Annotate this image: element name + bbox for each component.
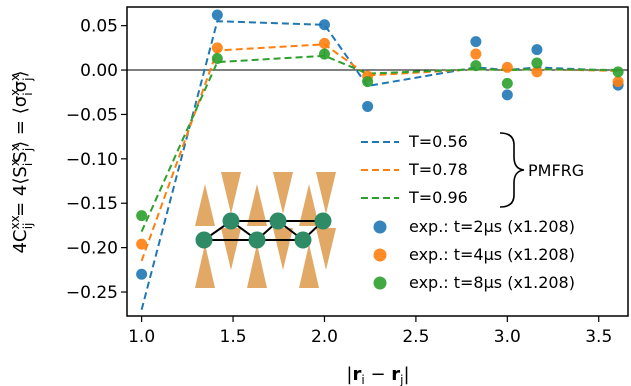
y-tick-label: 0.00 <box>80 61 118 81</box>
triangle-down-top <box>316 172 336 214</box>
data-point <box>470 36 482 48</box>
legend-entry-label: exp.: t=8µs (x1.208) <box>409 273 575 292</box>
data-point <box>501 77 513 89</box>
triangle-down-top <box>273 172 293 214</box>
data-point <box>501 61 513 73</box>
data-point <box>211 53 223 64</box>
triangle-up-top <box>195 184 215 226</box>
legend-entry-label: T=0.56 <box>408 132 468 151</box>
data-point <box>470 48 482 60</box>
data-point <box>136 210 148 222</box>
data-point <box>211 42 223 54</box>
data-point <box>211 9 223 21</box>
y-tick-label: −0.25 <box>66 283 118 303</box>
data-point <box>531 44 543 56</box>
experiment-points <box>136 9 624 280</box>
data-point <box>612 66 624 78</box>
data-point <box>136 238 148 250</box>
triangle-down-bottom <box>316 228 336 270</box>
lattice-site <box>314 212 332 230</box>
legend-point-swatch <box>373 276 387 290</box>
x-tick-label: 3.0 <box>494 327 521 347</box>
y-tick-label: −0.10 <box>66 150 118 170</box>
legend-entry-label: exp.: t=4µs (x1.208) <box>409 245 575 264</box>
pmfrg-label: PMFRG <box>528 161 584 180</box>
y-tick-label: 0.05 <box>80 17 118 37</box>
data-point <box>612 76 624 88</box>
data-point <box>362 76 374 88</box>
triangle-down-bottom <box>221 228 241 270</box>
lattice-site <box>294 231 312 249</box>
legend-point-swatch <box>373 248 387 262</box>
x-tick-label: 3.5 <box>585 327 612 347</box>
data-point <box>501 89 513 101</box>
legend-entry-label: T=0.96 <box>408 188 468 207</box>
y-axis-ticks: 0.05 0.00 −0.05 −0.10 −0.15 −0.20 −0.25 <box>66 17 127 303</box>
y-tick-label: −0.15 <box>66 194 118 214</box>
data-point <box>531 57 543 69</box>
triangle-up-bottom <box>195 244 215 288</box>
x-axis-title: |ri − rj| <box>346 364 409 386</box>
x-axis-ticks: 1.0 1.5 2.0 2.5 3.0 3.5 <box>128 316 612 347</box>
triangle-up-top <box>299 184 319 226</box>
triangle-down-top <box>221 172 241 214</box>
lattice-site <box>269 212 287 230</box>
legend: T=0.56 T=0.78 T=0.96 exp.: t=2µs (x1.208) ex… <box>361 132 575 292</box>
legend-entry-label: T=0.78 <box>408 160 468 179</box>
y-tick-label: −0.05 <box>66 105 118 125</box>
lattice-inset <box>195 172 336 288</box>
triangle-up-top <box>247 184 267 226</box>
lattice-site <box>222 212 240 230</box>
lattice-site <box>195 231 213 249</box>
triangle-up-bottom <box>247 244 267 288</box>
data-point <box>470 60 482 72</box>
triangle-up-bottom <box>299 244 319 288</box>
data-point <box>531 66 543 78</box>
x-tick-label: 2.5 <box>402 327 429 347</box>
data-point <box>318 19 330 31</box>
pmfrg-line-2 <box>140 54 619 233</box>
data-point <box>362 100 374 112</box>
y-axis-title: 4Cxxij = 4⟨SxiSxj⟩ = ⟨σxiσxj⟩ <box>8 70 35 253</box>
x-tick-label: 1.0 <box>128 327 155 347</box>
triangle-down-bottom <box>273 228 293 270</box>
data-point <box>318 37 330 49</box>
data-point <box>136 268 148 280</box>
pmfrg-lines <box>140 20 619 311</box>
pmfrg-brace <box>499 132 525 208</box>
x-tick-label: 2.0 <box>311 327 338 347</box>
legend-entry-label: exp.: t=2µs (x1.208) <box>409 217 575 236</box>
lattice-site <box>248 231 266 249</box>
plot-frame <box>126 6 629 317</box>
x-tick-label: 1.5 <box>220 327 247 347</box>
legend-point-swatch <box>373 220 387 234</box>
y-tick-label: −0.20 <box>66 239 118 259</box>
